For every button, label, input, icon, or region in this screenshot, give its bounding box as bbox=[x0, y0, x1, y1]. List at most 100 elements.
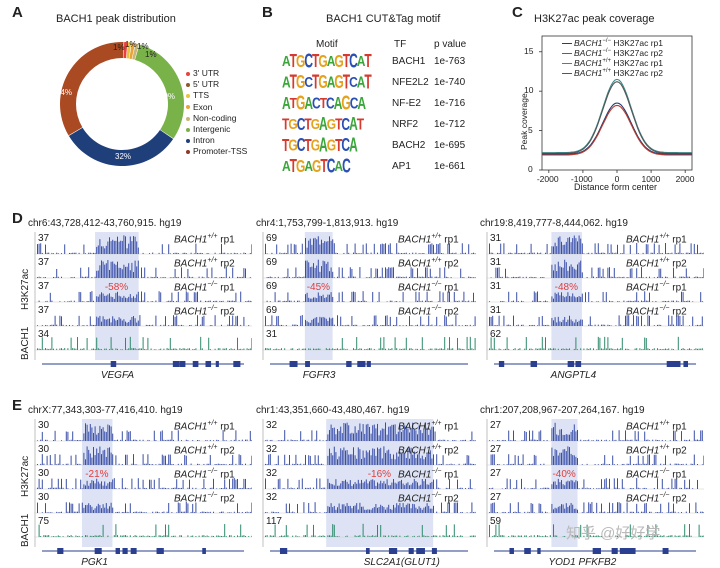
track-scale: 31 bbox=[490, 281, 502, 292]
track-label: BACH1+/+ rp2 bbox=[626, 444, 687, 457]
region-label: chrX:77,343,303-77,416,410. hg19 bbox=[28, 405, 183, 416]
region-label: chr1:207,208,967-207,264,167. hg19 bbox=[480, 405, 645, 416]
motif-pvalue: 1e-763 bbox=[434, 56, 466, 67]
donut-slice bbox=[129, 42, 136, 60]
coverage-line bbox=[542, 78, 692, 154]
track-label: BACH1−/− rp2 bbox=[174, 305, 235, 318]
legend-label: 5' UTR bbox=[193, 79, 220, 90]
panel-label-b: B bbox=[262, 4, 273, 21]
track-scale: 32 bbox=[266, 420, 278, 431]
legend-label: Intergenic bbox=[193, 124, 231, 134]
motif-logo: ATGCTGAGTCAT bbox=[282, 70, 372, 94]
legend-label: Non-coding bbox=[193, 112, 237, 123]
track-svg bbox=[34, 232, 252, 367]
watermark: 知乎 @好好学 bbox=[566, 525, 661, 542]
track-label: BACH1−/− rp1 bbox=[626, 468, 687, 481]
region-label: chr19:8,419,777-8,444,062. hg19 bbox=[480, 218, 628, 229]
coverage-legend-item: BACH1−/− H3K27ac rp1 bbox=[562, 38, 663, 48]
track-scale: 37 bbox=[38, 281, 50, 292]
track-label: BACH1+/+ rp2 bbox=[398, 444, 459, 457]
h3k27ac-ylabel: H3K27ac bbox=[20, 268, 31, 310]
track-label: BACH1−/− rp1 bbox=[174, 468, 235, 481]
panel-b-title: BACH1 CUT&Tag motif bbox=[326, 13, 441, 25]
motif-pvalue: 1e-695 bbox=[434, 140, 466, 151]
legend-label: Intron bbox=[193, 135, 215, 146]
legend-item: Intergenic bbox=[186, 124, 230, 134]
track-label: BACH1+/+ rp1 bbox=[626, 420, 687, 433]
tf-header: TF bbox=[394, 39, 407, 50]
legend-text: BACH1 bbox=[574, 68, 603, 78]
track-scale: 31 bbox=[490, 233, 502, 244]
coverage-line bbox=[542, 104, 692, 156]
legend-text: BACH1 bbox=[574, 48, 603, 58]
slice-label-intergenic: 30% bbox=[159, 92, 176, 101]
track-scale: 27 bbox=[490, 444, 502, 455]
slice-label-promoter: 34% bbox=[56, 88, 73, 97]
legend-text: H3K27ac rp1 bbox=[611, 58, 664, 68]
legend-item: 5' UTR bbox=[186, 79, 219, 89]
coverage-legend-item: BACH1+/+ H3K27ac rp2 bbox=[562, 68, 663, 78]
track-scale: 27 bbox=[490, 492, 502, 503]
legend-dot bbox=[186, 105, 190, 110]
legend-line bbox=[562, 53, 572, 55]
legend-label: 3' UTR bbox=[193, 68, 220, 78]
legend-item: TTS bbox=[186, 90, 209, 100]
track-label: BACH1−/− rp2 bbox=[626, 305, 687, 318]
region-label: chr1:43,351,660-43,480,467. hg19 bbox=[256, 405, 410, 416]
legend-text: H3K27ac rp1 bbox=[611, 38, 664, 48]
track-label: BACH1+/+ rp1 bbox=[398, 420, 459, 433]
legend-label: Promoter-TSS bbox=[193, 146, 248, 157]
legend-line bbox=[562, 43, 572, 45]
reduction-percent: -45% bbox=[306, 282, 331, 293]
track-label: BACH1+/+ rp2 bbox=[174, 444, 235, 457]
track-label: BACH1+/+ rp1 bbox=[174, 233, 235, 246]
track-label: BACH1+/+ rp1 bbox=[398, 233, 459, 246]
track-scale: 37 bbox=[38, 233, 50, 244]
coverage-legend-item: BACH1−/− H3K27ac rp2 bbox=[562, 48, 663, 58]
track-scale: 30 bbox=[38, 420, 50, 431]
coverage-xlabel: Distance form center bbox=[574, 182, 658, 192]
legend-text: +/+ bbox=[602, 58, 612, 65]
reduction-percent: -48% bbox=[554, 282, 579, 293]
panel-c-title: H3K27ac peak coverage bbox=[534, 13, 655, 25]
legend-dot bbox=[186, 150, 190, 155]
track-svg bbox=[486, 419, 704, 554]
legend-text: −/− bbox=[602, 48, 612, 55]
panel-label-e: E bbox=[12, 397, 23, 414]
track-scale: 75 bbox=[38, 516, 50, 527]
panel-a-title: BACH1 peak distribution bbox=[56, 13, 176, 25]
gene-name: VEGFA bbox=[100, 370, 134, 381]
track-label: BACH1+/+ rp1 bbox=[626, 233, 687, 246]
track-label: BACH1+/+ rp1 bbox=[174, 420, 235, 433]
track-label: BACH1−/− rp1 bbox=[174, 281, 235, 294]
bach1-ylabel: BACH1 bbox=[20, 513, 31, 547]
track-label: BACH1−/− rp2 bbox=[398, 492, 459, 505]
legend-label: TTS bbox=[193, 90, 210, 101]
x-tick-label: -2000 bbox=[536, 174, 559, 184]
track-label: BACH1+/+ rp2 bbox=[626, 257, 687, 270]
y-tick-label: 15 bbox=[524, 45, 534, 56]
track-scale: 27 bbox=[490, 420, 502, 431]
legend-item: Promoter-TSS bbox=[186, 146, 247, 156]
track-scale: 30 bbox=[38, 444, 50, 455]
slice-label-2: 1% bbox=[125, 40, 137, 49]
track-scale: 34 bbox=[38, 329, 50, 340]
track-scale: 31 bbox=[490, 257, 502, 268]
coverage-ylabel: Peak coverage bbox=[519, 93, 529, 150]
coverage-line bbox=[542, 102, 692, 155]
motif-tf: BACH2 bbox=[392, 140, 426, 151]
donut-slice bbox=[132, 43, 139, 60]
track-scale: 37 bbox=[38, 257, 50, 268]
track-scale: 31 bbox=[490, 305, 502, 316]
track-scale: 59 bbox=[490, 516, 502, 527]
slice-label-4: 1% bbox=[145, 50, 157, 59]
legend-dot bbox=[186, 71, 190, 76]
track-scale: 69 bbox=[266, 233, 278, 244]
legend-text: H3K27ac rp2 bbox=[611, 48, 664, 58]
track-scale: 32 bbox=[266, 492, 278, 503]
reduction-percent: -21% bbox=[85, 469, 109, 480]
region-label: chr6:43,728,412-43,760,915. hg19 bbox=[28, 218, 182, 229]
track-scale: 62 bbox=[490, 329, 502, 340]
track-scale: 30 bbox=[38, 468, 50, 479]
legend-label: Exon bbox=[193, 101, 213, 112]
